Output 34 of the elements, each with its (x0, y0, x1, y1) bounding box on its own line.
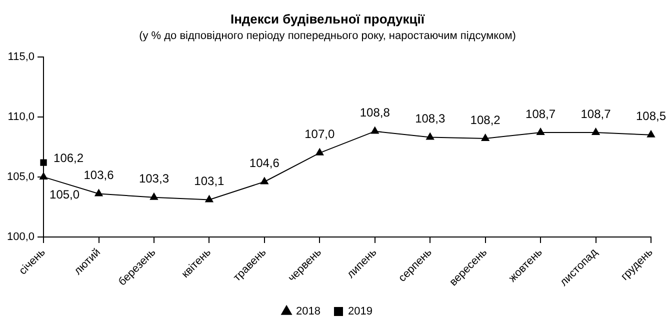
point (426, 132, 434, 140)
point (536, 128, 545, 135)
legend-label: 2019 (348, 306, 372, 318)
data-label: 108,5 (636, 109, 666, 124)
point (592, 128, 600, 135)
point (481, 134, 490, 141)
point (40, 172, 48, 180)
data-label: 108,7 (580, 106, 612, 121)
data-label: 108,3 (415, 112, 446, 126)
y-tick-label: 115,0 (8, 50, 35, 63)
data-label: 103,3 (138, 172, 170, 186)
y-tick-label: 105,0 (6, 170, 35, 183)
data-label: 108,7 (526, 106, 556, 121)
data-label: 106,2 (54, 150, 84, 165)
point (647, 130, 655, 138)
data-label: 103,1 (194, 174, 225, 188)
point (260, 177, 268, 184)
data-label: 105,0 (50, 187, 80, 202)
y-tick-label: 110,0 (8, 110, 35, 123)
chart-subtitle: (у % до відповідного періоду попереднього року, наростаючим підсумком) (139, 30, 516, 42)
point (205, 195, 214, 202)
data-label: 107,0 (304, 127, 335, 142)
point (94, 189, 103, 196)
chart-title: Індекси будівельної продукції (230, 11, 425, 26)
data-label: 108,2 (470, 112, 501, 127)
data-label: 104,6 (249, 156, 280, 170)
data-label: 103,6 (84, 168, 114, 182)
point (316, 148, 324, 156)
legend-label: 2018 (296, 306, 321, 318)
point (40, 159, 47, 166)
y-tick-label: 100,0 (6, 231, 35, 244)
point (150, 192, 158, 200)
point (370, 126, 379, 134)
data-label: 108,8 (360, 106, 390, 120)
